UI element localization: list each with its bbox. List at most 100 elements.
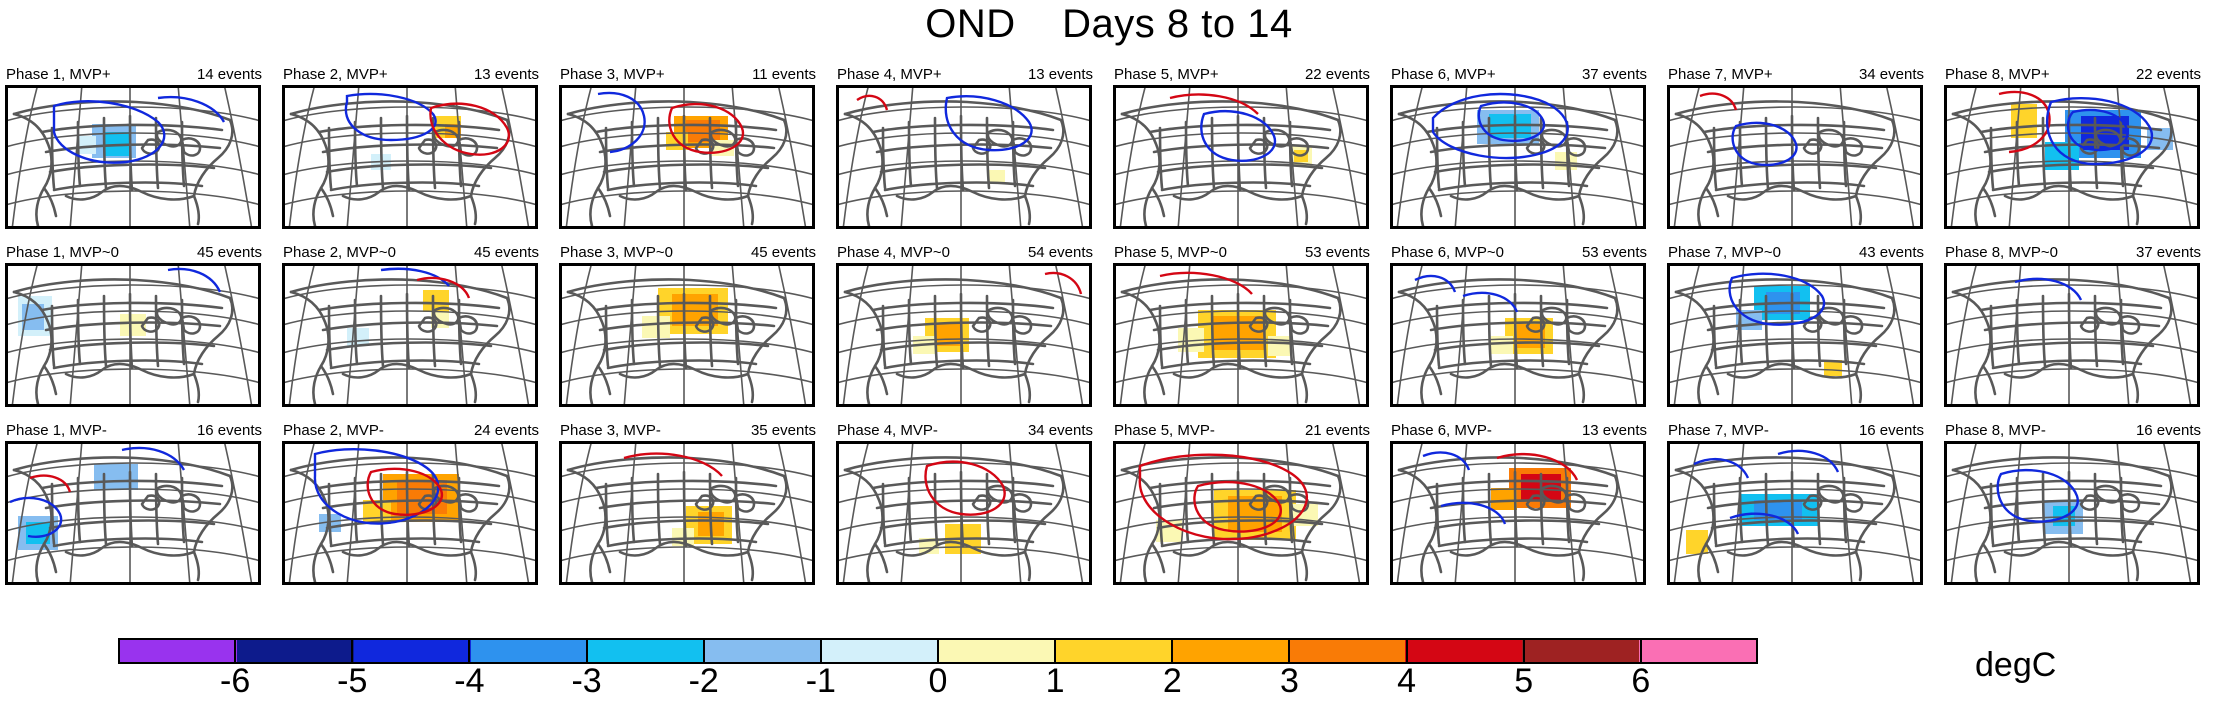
- colorbar-tick-separator: [351, 638, 354, 664]
- panel-phase-label: Phase 2, MVP+: [283, 66, 388, 83]
- panel-events-label: 21 events: [1304, 422, 1370, 439]
- map-panel: Phase 2, MVP- 24 events: [279, 422, 541, 600]
- colorbar-tick-label: 5: [1514, 662, 1534, 700]
- panel-events-label: 13 events: [1027, 66, 1093, 83]
- graticule-lines: [1393, 444, 1643, 582]
- map-canvas[interactable]: [559, 263, 815, 407]
- colorbar-swatch: [120, 640, 237, 662]
- panel-phase-label: Phase 2, MVP~0: [283, 244, 396, 261]
- graticule-lines: [562, 266, 812, 404]
- map-canvas[interactable]: [5, 441, 261, 585]
- panel-row: Phase 1, MVP- 16 events Phase 2, MVP- 24 e…: [2, 422, 2216, 600]
- height-anomaly-contours: [1422, 451, 1579, 525]
- height-anomaly-contours: [924, 460, 1006, 516]
- map-canvas[interactable]: [1944, 263, 2200, 407]
- graticule-lines: [1393, 88, 1643, 226]
- panel-title: Phase 2, MVP+ 13 events: [279, 66, 541, 86]
- height-anomaly-contours: [380, 267, 471, 299]
- map-canvas[interactable]: [282, 263, 538, 407]
- colorbar-tick-label: 2: [1162, 662, 1182, 700]
- height-anomaly-contours: [1159, 271, 1253, 295]
- map-canvas[interactable]: [1113, 263, 1369, 407]
- panel-phase-label: Phase 3, MVP-: [560, 422, 661, 439]
- map-graphic: [1947, 444, 2197, 582]
- colorbar-tick-separator: [1522, 638, 1525, 664]
- panel-events-label: 22 events: [1304, 66, 1370, 83]
- map-graphic: [1393, 444, 1643, 582]
- map-canvas[interactable]: [1390, 441, 1646, 585]
- panel-events-label: 34 events: [1858, 66, 1924, 83]
- panel-phase-label: Phase 8, MVP+: [1945, 66, 2050, 83]
- map-canvas[interactable]: [5, 85, 261, 229]
- panel-grid: Phase 1, MVP+ 14 events Phase 2, MVP+ 13 e…: [2, 66, 2216, 606]
- map-panel: Phase 7, MVP~0 43 events: [1664, 244, 1926, 422]
- height-anomaly-contours: [167, 267, 222, 293]
- map-canvas[interactable]: [1667, 441, 1923, 585]
- coastline-and-borders: [843, 100, 1065, 226]
- map-graphic: [1393, 266, 1643, 404]
- height-anomaly-contours: [1138, 453, 1309, 541]
- panel-title: Phase 6, MVP~0 53 events: [1387, 244, 1649, 264]
- height-anomaly-contours: [1044, 271, 1083, 295]
- map-graphic: [1670, 444, 1920, 582]
- height-anomaly-contours: [1996, 468, 2079, 523]
- panel-phase-label: Phase 1, MVP+: [6, 66, 111, 83]
- map-panel: Phase 7, MVP+ 34 events: [1664, 66, 1926, 244]
- map-canvas[interactable]: [836, 441, 1092, 585]
- colorbar: -6 -5 -4 -3 -2 -1 0 1 2 3 4 5 6: [118, 638, 1758, 698]
- colorbar-tick-label: 1: [1045, 662, 1065, 700]
- map-canvas[interactable]: [1390, 263, 1646, 407]
- panel-events-label: 16 events: [2135, 422, 2201, 439]
- map-canvas[interactable]: [1944, 441, 2200, 585]
- panel-title: Phase 2, MVP~0 45 events: [279, 244, 541, 264]
- colorbar-tick-label: -6: [220, 662, 251, 700]
- map-canvas[interactable]: [1390, 85, 1646, 229]
- colorbar-swatch: [704, 640, 822, 662]
- height-anomaly-contours: [856, 94, 1033, 152]
- panel-events-label: 45 events: [196, 244, 262, 261]
- colorbar-tick-separator: [234, 638, 237, 664]
- panel-events-label: 34 events: [1027, 422, 1093, 439]
- panel-phase-label: Phase 7, MVP+: [1668, 66, 1773, 83]
- map-canvas[interactable]: [282, 441, 538, 585]
- height-anomaly-contours: [1693, 449, 1840, 535]
- map-panel: Phase 5, MVP~0 53 events: [1110, 244, 1372, 422]
- colorbar-swatch: [821, 640, 939, 662]
- map-canvas[interactable]: [559, 85, 815, 229]
- map-canvas[interactable]: [1944, 85, 2200, 229]
- panel-events-label: 13 events: [1581, 422, 1647, 439]
- map-canvas[interactable]: [1667, 85, 1923, 229]
- temperature-anomaly-shading: [989, 170, 1005, 184]
- map-canvas[interactable]: [1113, 441, 1369, 585]
- map-panel: Phase 3, MVP~0 45 events: [556, 244, 818, 422]
- panel-phase-label: Phase 7, MVP~0: [1668, 244, 1781, 261]
- map-canvas[interactable]: [559, 441, 815, 585]
- map-panel: Phase 6, MVP- 13 events: [1387, 422, 1649, 600]
- map-canvas[interactable]: [282, 85, 538, 229]
- map-canvas[interactable]: [1667, 263, 1923, 407]
- map-graphic: [1947, 88, 2197, 226]
- height-anomaly-contours: [1728, 272, 1826, 326]
- panel-title: Phase 4, MVP+ 13 events: [833, 66, 1095, 86]
- colorbar-tick-label: -3: [571, 662, 602, 700]
- colorbar-tick-separator: [1171, 638, 1174, 664]
- map-canvas[interactable]: [836, 263, 1092, 407]
- map-canvas[interactable]: [836, 85, 1092, 229]
- map-graphic: [562, 444, 812, 582]
- colorbar-swatch: [1522, 640, 1640, 662]
- panel-title: Phase 4, MVP~0 54 events: [833, 244, 1095, 264]
- map-graphic: [285, 444, 535, 582]
- coastline-and-borders: [1951, 100, 2173, 226]
- map-canvas[interactable]: [5, 263, 261, 407]
- panel-phase-label: Phase 6, MVP-: [1391, 422, 1492, 439]
- panel-title: Phase 8, MVP+ 22 events: [1941, 66, 2203, 86]
- map-panel: Phase 5, MVP- 21 events: [1110, 422, 1372, 600]
- map-panel: Phase 2, MVP~0 45 events: [279, 244, 541, 422]
- panel-title: Phase 1, MVP+ 14 events: [2, 66, 264, 86]
- panel-phase-label: Phase 4, MVP+: [837, 66, 942, 83]
- panel-phase-label: Phase 4, MVP~0: [837, 244, 950, 261]
- map-panel: Phase 3, MVP+ 11 events: [556, 66, 818, 244]
- colorbar-tick-separator: [702, 638, 705, 664]
- map-canvas[interactable]: [1113, 85, 1369, 229]
